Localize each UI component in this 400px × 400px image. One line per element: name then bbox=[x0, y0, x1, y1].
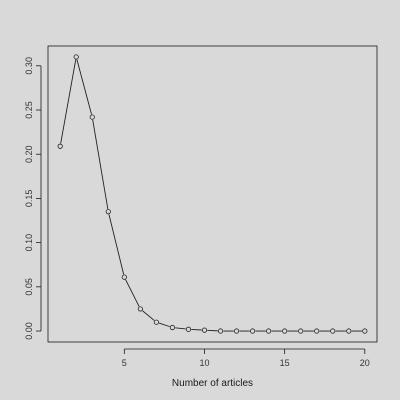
data-point bbox=[105, 209, 111, 215]
y-tick-label: 0.00 bbox=[24, 322, 34, 340]
data-point bbox=[233, 328, 240, 334]
data-point bbox=[169, 324, 176, 331]
series-segment bbox=[92, 119, 109, 209]
data-point bbox=[282, 328, 288, 334]
x-axis: 5 10 15 20 bbox=[122, 348, 370, 368]
series-segment bbox=[76, 59, 92, 115]
data-point bbox=[73, 54, 79, 60]
series-segment bbox=[207, 329, 218, 332]
series-layer bbox=[57, 54, 368, 334]
y-tick-label: 0.05 bbox=[24, 278, 34, 296]
data-point bbox=[89, 114, 95, 120]
data-point bbox=[153, 319, 159, 325]
y-tick-label: 0.20 bbox=[24, 145, 34, 163]
plot-frame bbox=[47, 45, 378, 343]
data-point bbox=[330, 328, 336, 334]
x-tick-label: 15 bbox=[280, 358, 290, 368]
data-point bbox=[201, 327, 208, 333]
data-point bbox=[137, 306, 143, 312]
data-point bbox=[362, 328, 368, 334]
series-segment bbox=[175, 327, 186, 330]
series-segment bbox=[125, 279, 140, 307]
data-point bbox=[249, 328, 256, 334]
y-tick-label: 0.25 bbox=[24, 101, 34, 119]
y-axis: 0.00 0.05 0.10 0.15 0.20 0.25 0.30 bbox=[24, 57, 42, 340]
x-tick-label: 10 bbox=[199, 358, 209, 368]
series-segment bbox=[158, 322, 170, 328]
data-point bbox=[217, 328, 224, 334]
series-segment bbox=[108, 214, 125, 275]
data-point bbox=[314, 328, 320, 334]
x-tick-label: 5 bbox=[122, 358, 127, 368]
series-segment bbox=[142, 310, 155, 321]
data-point bbox=[185, 326, 192, 332]
x-axis-title: Number of articles bbox=[172, 378, 253, 389]
series-segment bbox=[60, 59, 77, 144]
data-point bbox=[121, 274, 127, 280]
series-segment bbox=[191, 328, 202, 331]
y-tick-label: 0.15 bbox=[24, 190, 34, 208]
data-point bbox=[266, 328, 272, 334]
data-point bbox=[346, 328, 352, 334]
y-tick-label: 0.30 bbox=[24, 57, 34, 75]
data-point bbox=[57, 143, 63, 149]
y-tick-label: 0.10 bbox=[24, 234, 34, 252]
data-point bbox=[298, 328, 304, 334]
x-tick-label: 20 bbox=[360, 358, 370, 368]
